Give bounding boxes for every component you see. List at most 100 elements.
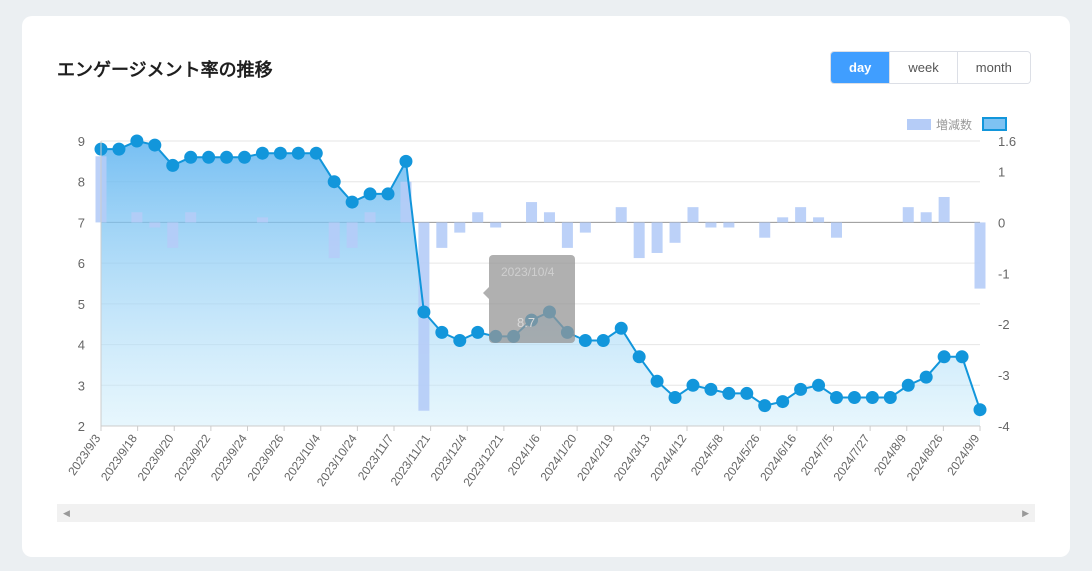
data-point (829, 391, 843, 404)
bar (454, 222, 466, 233)
period-tabs: day week month (830, 51, 1031, 84)
x-tick-label: 2024/7/27 (830, 431, 872, 483)
data-point (865, 391, 879, 404)
bar (830, 222, 842, 238)
data-point (883, 391, 897, 404)
y-right-tick-label: 1 (998, 165, 1005, 180)
data-point (937, 350, 951, 364)
bar (759, 222, 771, 238)
bar (669, 222, 681, 243)
y-left-tick-label: 6 (78, 256, 85, 271)
y-right-tick-label: -1 (998, 266, 1010, 281)
y-right-tick-label: 0 (998, 215, 1005, 230)
bar (920, 212, 932, 223)
tab-day[interactable]: day (831, 52, 890, 83)
y-right-tick-label: -3 (998, 368, 1010, 383)
data-point (345, 195, 359, 209)
data-point (238, 150, 252, 164)
data-point (901, 378, 915, 392)
series-area (101, 141, 980, 426)
bar (328, 222, 340, 259)
y-left-tick-label: 4 (78, 338, 85, 353)
bar (543, 212, 555, 223)
data-point (919, 370, 933, 384)
y-left-tick-label: 5 (78, 297, 85, 312)
bar (185, 212, 197, 223)
data-point (847, 391, 861, 404)
bar (561, 222, 573, 248)
bar (131, 212, 143, 223)
data-point (255, 146, 269, 160)
data-point (650, 374, 664, 388)
y-right-tick-label: -4 (998, 419, 1010, 434)
data-point (704, 382, 718, 396)
data-point (273, 146, 287, 160)
y-left-tick-label: 9 (78, 134, 85, 149)
bar (615, 207, 627, 223)
bar (633, 222, 645, 259)
bar (813, 217, 825, 223)
bar (400, 181, 412, 223)
bar (723, 222, 735, 228)
bar (149, 222, 161, 228)
bar (436, 222, 448, 248)
data-point (417, 305, 431, 319)
data-point (758, 399, 772, 413)
data-point (794, 382, 808, 396)
bar (974, 222, 986, 289)
chart-tooltip: 2023/10/4 8.7 (483, 255, 575, 343)
data-point (220, 150, 234, 164)
data-point (202, 150, 216, 164)
data-point (184, 150, 198, 164)
bar (902, 207, 914, 223)
data-point (578, 334, 592, 347)
legend-bar-label: 増減数 (936, 117, 972, 132)
data-point (399, 154, 413, 168)
tooltip-date: 2023/10/4 (501, 265, 555, 279)
data-point (112, 142, 126, 156)
legend-bar-swatch (907, 119, 931, 130)
data-point (327, 175, 341, 189)
data-point (596, 334, 610, 347)
y-right-tick-label: 1.6 (998, 134, 1016, 149)
x-tick-label: 2024/7/5 (798, 431, 836, 478)
bar (579, 222, 591, 233)
data-point (812, 378, 826, 392)
bar (651, 222, 663, 253)
scroll-right-icon[interactable]: ▶ (1022, 508, 1029, 518)
x-tick-label: 2023/9/3 (65, 431, 103, 478)
data-point (435, 325, 449, 339)
data-point (471, 325, 485, 339)
data-point (381, 187, 395, 201)
data-point (614, 321, 628, 335)
y-left-tick-label: 8 (78, 175, 85, 190)
data-point (130, 134, 144, 148)
x-tick-label: 2024/8/9 (871, 431, 909, 478)
data-point (973, 403, 987, 417)
data-point (740, 386, 754, 400)
x-tick-label: 2024/8/26 (904, 431, 946, 483)
y-right-tick-label: -2 (998, 317, 1010, 332)
data-point (722, 386, 736, 400)
y-left-tick-label: 3 (78, 378, 85, 393)
y-left-tick-label: 7 (78, 215, 85, 230)
bar (705, 222, 717, 228)
data-point (148, 138, 162, 152)
bar (777, 217, 789, 223)
bar (795, 207, 807, 223)
data-point (632, 350, 646, 364)
bar (490, 222, 502, 228)
bar (938, 196, 950, 223)
x-tick-label: 2024/1/6 (505, 431, 543, 478)
scroll-left-icon[interactable]: ◀ (63, 508, 70, 518)
data-point (309, 146, 323, 160)
legend-line-swatch (982, 117, 1007, 131)
chart-scrollbar[interactable]: ◀ ▶ (57, 504, 1035, 522)
tab-month[interactable]: month (956, 52, 1030, 83)
data-point (955, 350, 969, 364)
data-point (668, 391, 682, 404)
y-left-tick-label: 2 (78, 419, 85, 434)
bar (364, 212, 376, 223)
tab-week[interactable]: week (889, 52, 957, 83)
